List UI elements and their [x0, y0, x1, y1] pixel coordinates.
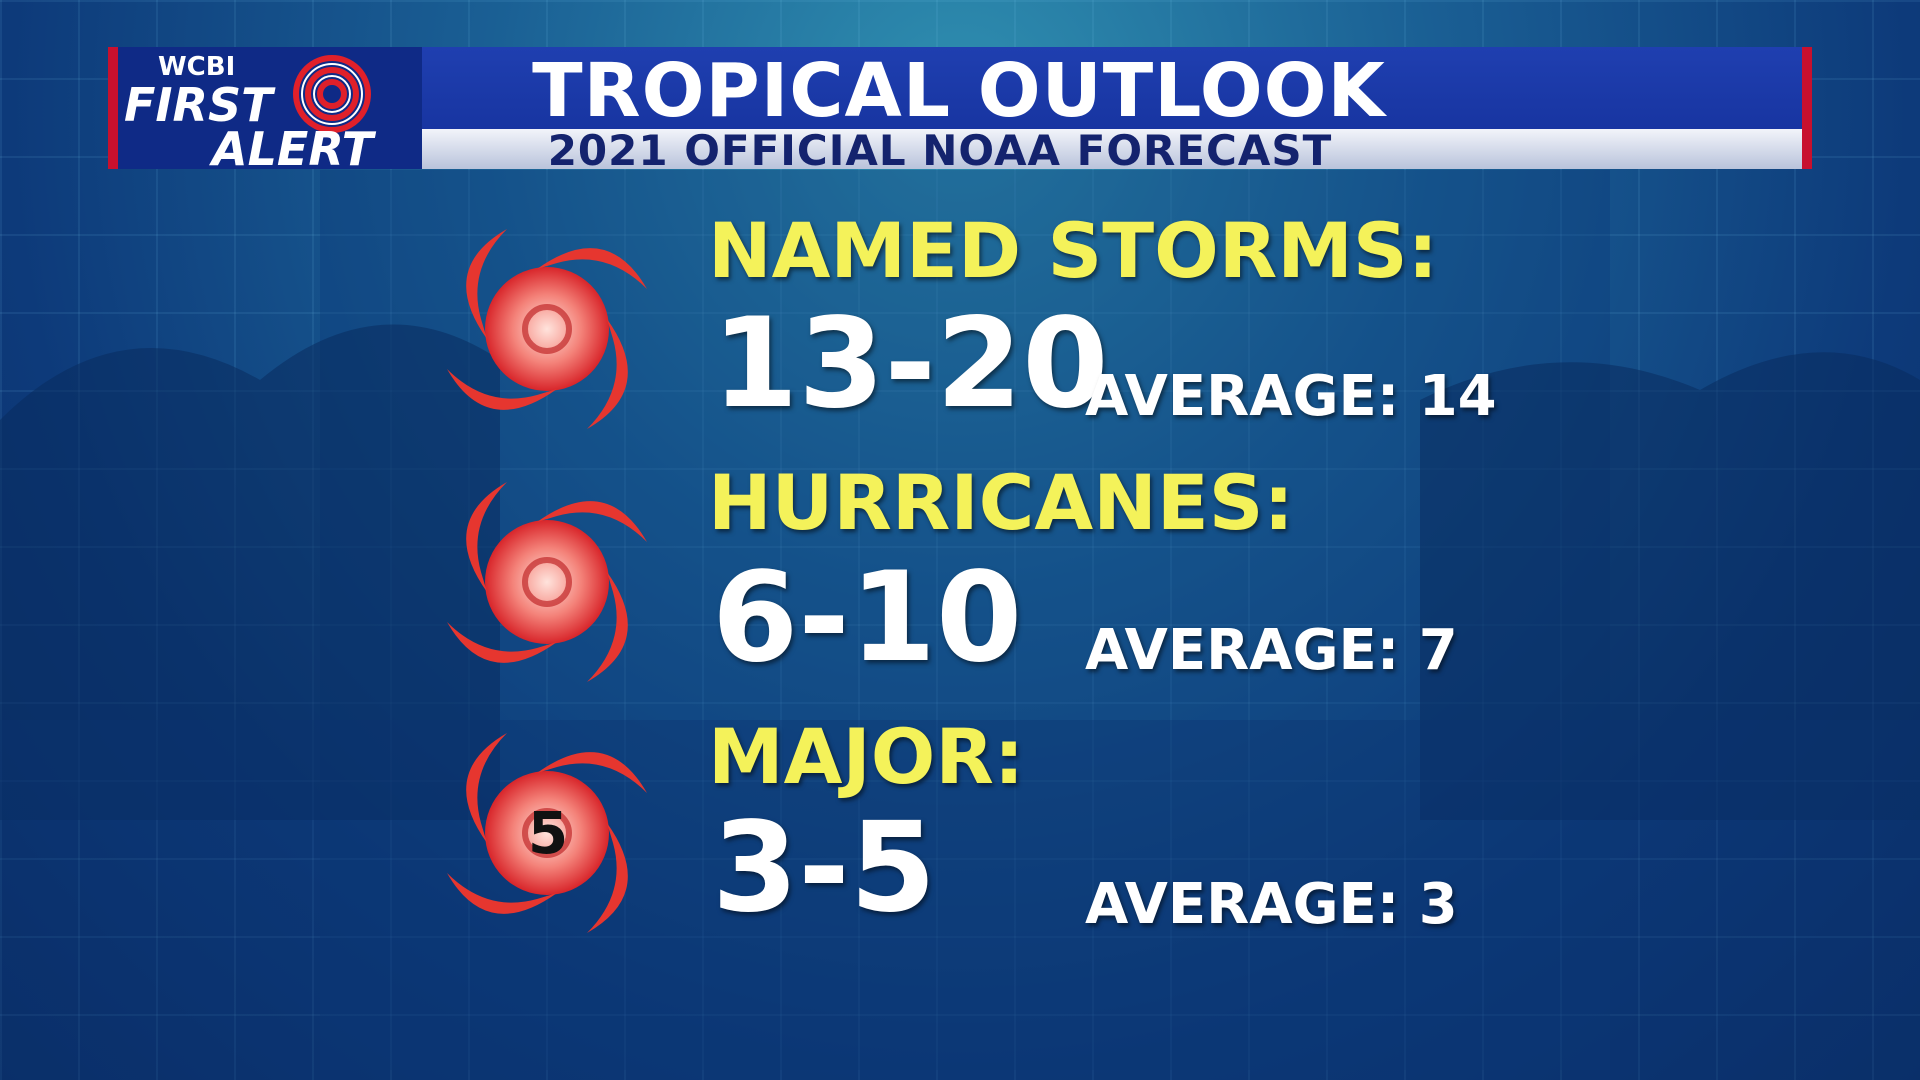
average: AVERAGE: 3 [1085, 872, 1458, 937]
subtitle: 2021 OFFICIAL NOAA FORECAST [547, 126, 1333, 175]
logo-first: FIRST [124, 78, 273, 132]
row-label: MAJOR: [708, 712, 1025, 801]
forecast-range: 6-10 [712, 546, 1023, 690]
hurricane-icon [440, 475, 654, 689]
average: AVERAGE: 7 [1085, 618, 1458, 683]
logo-box [118, 47, 422, 169]
logo-alert: ALERT [212, 122, 374, 176]
row-label: HURRICANES: [708, 458, 1294, 547]
forecast-range: 3-5 [712, 796, 937, 940]
storm-icon [440, 222, 654, 436]
logo-target [293, 55, 371, 133]
subtitle-band [422, 129, 1802, 169]
category-number: 5 [527, 799, 569, 867]
average: AVERAGE: 14 [1085, 364, 1497, 429]
logo-station: WCBI [158, 52, 236, 82]
title: TROPICAL OUTLOOK [532, 48, 1386, 134]
forecast-range: 13-20 [712, 292, 1109, 436]
row-label: NAMED STORMS: [708, 206, 1438, 295]
